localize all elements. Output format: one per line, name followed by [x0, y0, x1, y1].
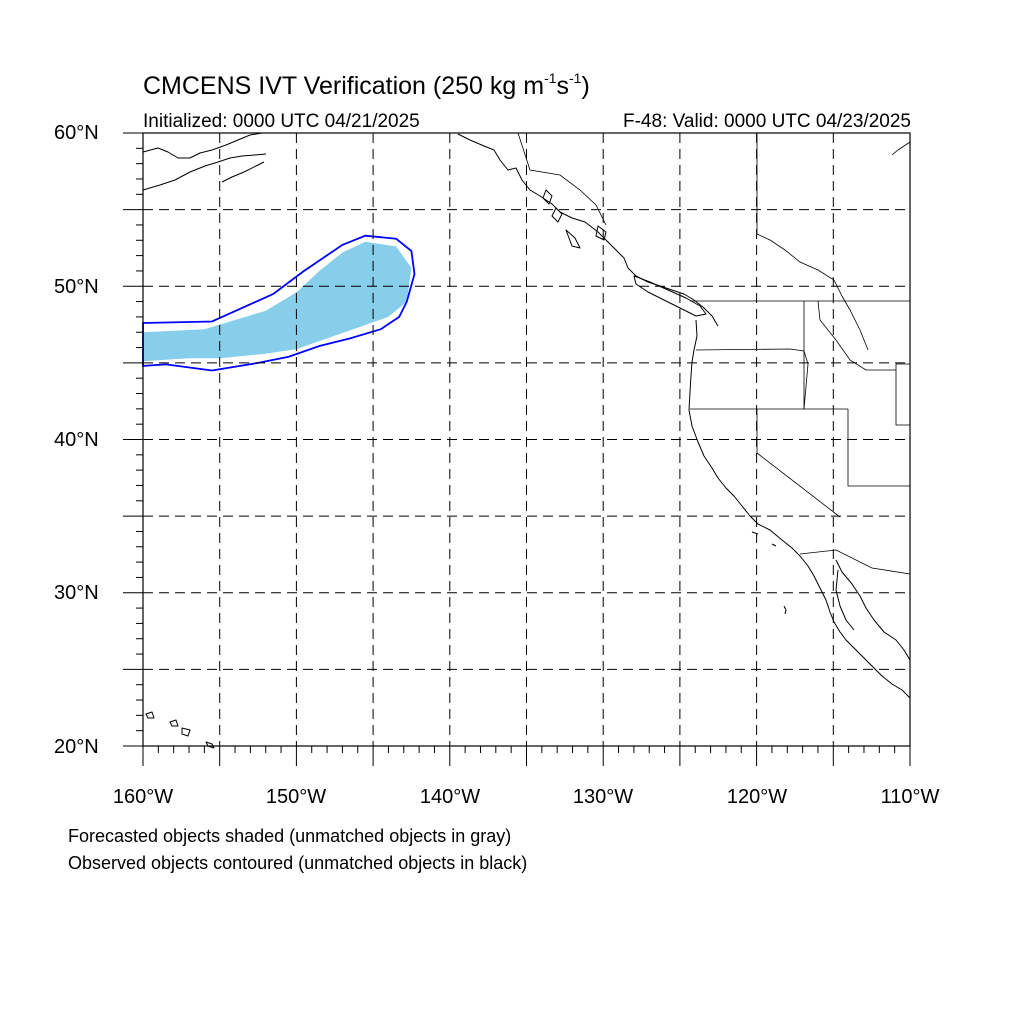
title-unit-s: s [556, 72, 570, 100]
lon-label-160w: 160°W [112, 786, 174, 808]
title-suffix: ) [581, 72, 590, 100]
wyoming-border [895, 363, 910, 426]
lon-label-110w: 110°W [880, 786, 940, 808]
lat-label-40: 40°N [54, 429, 99, 451]
footnote-observed: Observed objects contoured (unmatched ob… [68, 853, 528, 873]
alaska-coastline [142, 132, 607, 241]
canada-interior-line [756, 133, 911, 351]
map-frame [142, 132, 911, 747]
lon-label-130w: 130°W [572, 786, 634, 808]
wa-or-border [695, 348, 809, 410]
us-west-coastline [688, 319, 911, 699]
axis-ticks-layer [123, 132, 911, 766]
footnote-forecast: Forecasted objects shaded (unmatched obj… [68, 826, 512, 846]
lon-label-150w: 150°W [265, 786, 327, 808]
graticule-layer [143, 133, 910, 746]
forecast-object-layer [143, 241, 412, 362]
title-prefix: CMCENS IVT Verification (250 kg m [143, 72, 545, 100]
observed-object-layer [142, 234, 416, 372]
alaska-canada-border [517, 132, 607, 226]
initialized-time: Initialized: 0000 UTC 04/21/2025 [143, 111, 420, 132]
gulf-of-california-coastline [835, 559, 911, 661]
vancouver-island [633, 275, 707, 317]
title-exponent-2: -1 [569, 70, 582, 86]
observed-object-contour [142, 234, 416, 372]
alaska-islands [542, 189, 607, 249]
title-exponent-1: -1 [544, 70, 557, 86]
ca-nv-border [756, 409, 841, 518]
british-columbia-coastline [605, 239, 719, 327]
map-title: CMCENS IVT Verification (250 kg m-1s-1) [143, 70, 590, 101]
forecast-object [143, 241, 412, 362]
lat-label-30: 30°N [54, 582, 99, 604]
us-mexico-border [799, 549, 911, 575]
lat-label-50: 50°N [54, 276, 99, 298]
lon-label-120w: 120°W [726, 786, 788, 808]
nv-ut-border [847, 409, 910, 487]
idaho-border [803, 300, 896, 409]
hawaii-islands [145, 711, 215, 749]
political-borders-layer [517, 132, 911, 575]
lat-label-20: 20°N [54, 736, 99, 758]
lat-label-60: 60°N [54, 122, 99, 144]
valid-time: F-48: Valid: 0000 UTC 04/23/2025 [623, 111, 911, 132]
lon-label-140w: 140°W [419, 786, 481, 808]
